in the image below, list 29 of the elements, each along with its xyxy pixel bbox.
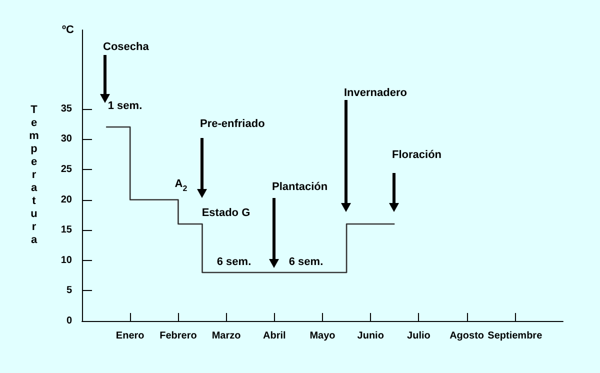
annotation: Pre-enfriado (200, 118, 266, 130)
y-tick-label: 0 (66, 316, 72, 326)
y-tick-label: 10 (60, 254, 72, 266)
x-tick-label: Marzo (212, 330, 241, 342)
y-tick-label: 35 (60, 103, 72, 114)
x-tick-label: Enero (116, 330, 144, 342)
x-tick-label: Agosto (450, 330, 484, 342)
y-axis-title: Temperatura (28, 104, 40, 247)
annotation: Invernadero (344, 87, 408, 99)
x-tick-label: Julio (407, 330, 430, 342)
y-tick-label: 20 (60, 194, 72, 206)
annotation: Cosecha (103, 41, 150, 53)
annotation: 6 sem. (216, 256, 252, 268)
annotation: Floración (392, 149, 442, 161)
x-tick-label: Febrero (160, 330, 197, 342)
y-tick-label: 30 (60, 134, 72, 145)
x-tick-label: Septiembre (488, 330, 543, 342)
text: ºC (62, 24, 74, 36)
x-tick-label: Mayo (310, 330, 336, 342)
annotation: 1 sem. (108, 100, 142, 112)
y-tick-label: 5 (66, 285, 72, 296)
annotation: Estado G (202, 206, 250, 219)
x-tick-label: Abril (263, 330, 286, 342)
y-tick-label: 25 (60, 164, 72, 175)
annotation: Plantación (272, 181, 328, 193)
y-tick-label: 15 (60, 224, 72, 236)
x-tick-label: Junio (357, 330, 384, 342)
annotation: 6 sem. (288, 256, 324, 268)
annotation: A$_{2}$ (174, 178, 188, 193)
